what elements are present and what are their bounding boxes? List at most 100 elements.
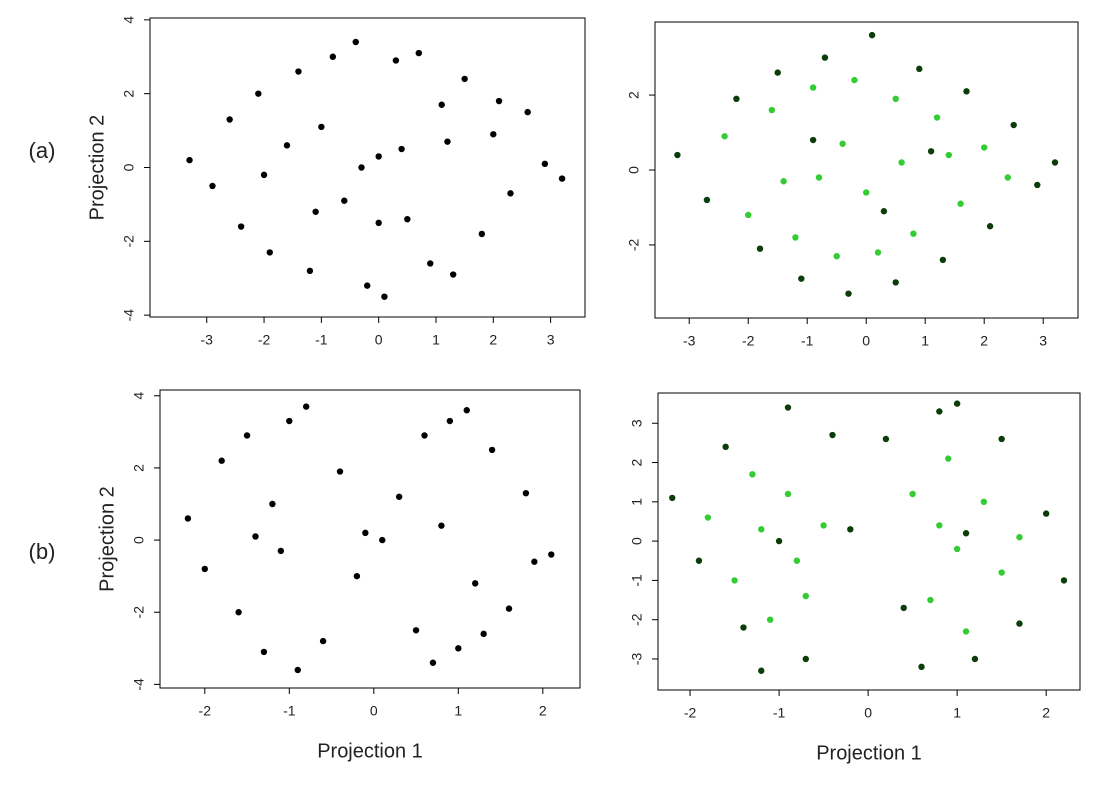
point [558, 175, 566, 182]
point [953, 545, 961, 553]
x-tick-label: -1 [801, 333, 814, 349]
point [784, 404, 792, 411]
y-tick-label: -2 [121, 235, 137, 248]
point [1042, 510, 1050, 517]
point [490, 131, 497, 138]
point [455, 645, 462, 652]
point [703, 196, 711, 204]
point [892, 95, 899, 103]
point [260, 171, 268, 179]
y-tick-label: -1 [629, 574, 645, 587]
plot-frame [149, 17, 586, 318]
point [756, 245, 764, 252]
y-tick-label: 0 [626, 166, 642, 174]
point [260, 648, 268, 656]
point [531, 558, 538, 565]
x-tick-label: 2 [539, 703, 547, 719]
point [478, 230, 486, 238]
y-tick-label: -2 [629, 613, 645, 626]
point [910, 230, 917, 237]
x-tick-label: -2 [199, 703, 212, 719]
point [945, 455, 952, 462]
point [821, 54, 829, 61]
plot-frame [654, 21, 1079, 319]
point [892, 279, 899, 286]
point [463, 407, 470, 414]
point [945, 151, 952, 159]
y-tick-label: 4 [121, 16, 137, 24]
point [809, 84, 817, 91]
point [845, 290, 852, 297]
point [900, 604, 907, 612]
point [784, 490, 792, 498]
point [998, 569, 1005, 576]
y-axis-label: Projection 2 [86, 115, 108, 221]
y-tick-label: 4 [131, 392, 147, 400]
y-tick-label: 3 [629, 419, 645, 427]
point [898, 159, 905, 166]
point [352, 38, 359, 46]
x-tick-label: 1 [921, 333, 929, 349]
y-tick-label: -4 [121, 309, 137, 322]
point [375, 219, 382, 227]
point [740, 624, 747, 631]
y-tick-label: 0 [629, 537, 645, 545]
point [364, 282, 371, 289]
y-axis-label: Projection 2 [96, 486, 118, 592]
point [758, 667, 765, 674]
x-tick-label: 1 [432, 332, 440, 348]
x-tick-label: 2 [489, 332, 497, 348]
x-tick-label: -2 [258, 332, 271, 348]
x-tick-label: -2 [742, 333, 755, 349]
point [880, 208, 888, 215]
point [909, 490, 916, 498]
x-tick-label: -1 [315, 332, 328, 348]
point [962, 530, 970, 537]
point [1016, 620, 1023, 627]
point [243, 432, 251, 439]
y-tick-label: -2 [131, 606, 147, 619]
point [927, 596, 934, 604]
point [980, 144, 988, 151]
x-tick-label: 1 [454, 703, 462, 719]
point [336, 468, 344, 475]
point [733, 95, 740, 103]
point [319, 637, 327, 645]
y-tick-label: 0 [131, 536, 147, 544]
plot-frame [657, 392, 1081, 691]
x-axis-label: Projection 1 [317, 740, 423, 762]
point [758, 526, 765, 533]
point [395, 493, 403, 500]
point [851, 76, 858, 84]
x-tick-label: 0 [864, 705, 872, 721]
point [318, 123, 325, 131]
point [438, 101, 445, 108]
point [286, 417, 293, 425]
point [986, 223, 994, 230]
y-tick-label: 2 [121, 90, 137, 98]
y-tick-label: 0 [121, 163, 137, 171]
point [398, 145, 405, 153]
y-tick-label: 2 [629, 458, 645, 466]
x-tick-label: 0 [862, 333, 870, 349]
point [963, 88, 970, 95]
point [839, 140, 846, 147]
panel-label: (a) [29, 138, 56, 163]
point [868, 31, 876, 39]
point [933, 114, 941, 121]
x-axis-label: Projection 1 [816, 742, 922, 764]
point [295, 68, 302, 75]
point [412, 627, 420, 634]
x-tick-label: -1 [283, 703, 296, 719]
point [218, 457, 225, 464]
point [809, 136, 817, 144]
point [793, 557, 801, 564]
point [444, 138, 451, 145]
point [488, 446, 496, 454]
point [927, 148, 935, 155]
x-tick-label: 2 [980, 333, 988, 349]
point [446, 417, 454, 425]
point [283, 142, 291, 149]
y-tick-label: 1 [629, 498, 645, 506]
point [980, 498, 988, 506]
